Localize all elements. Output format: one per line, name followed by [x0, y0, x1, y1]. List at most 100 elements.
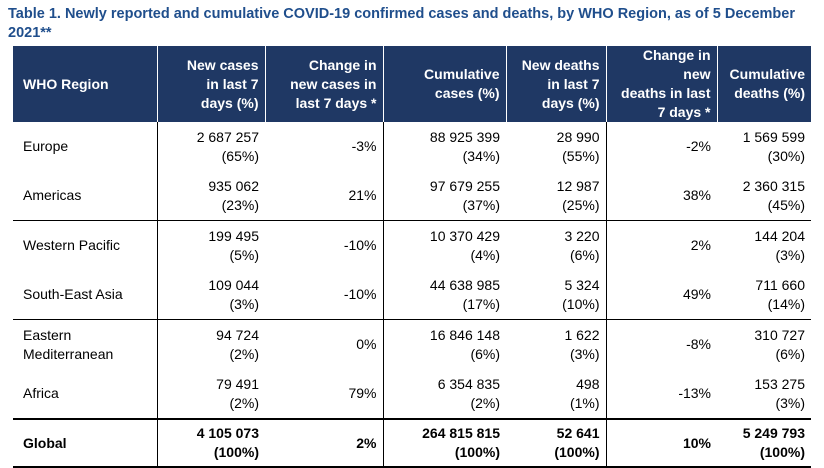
cell-line: Change in	[308, 56, 377, 73]
cell-line: 10 370 429	[429, 227, 500, 244]
cell-line: (5%)	[229, 246, 259, 263]
cell-change-new-deaths: 49%	[605, 270, 717, 320]
cell-line: (3%)	[569, 345, 600, 362]
cell-region: South-East Asia	[13, 270, 157, 320]
cell-cumulative-cases: 10 370 429 (4%)	[382, 220, 506, 270]
cell-region: Eastern Mediterranean	[13, 320, 157, 370]
cell-line: 109 044	[208, 276, 259, 293]
cell-line: Europe	[23, 138, 69, 154]
cell-line: Mediterranean	[23, 345, 114, 362]
cell-line: (65%)	[221, 147, 259, 164]
cell-line: 310 727	[754, 326, 805, 343]
header-change-new-cases: Change in new cases in last 7 days *	[264, 46, 383, 122]
cell-change-new-deaths: 38%	[605, 171, 717, 221]
cell-cumulative-cases: 97 679 255 (37%)	[382, 171, 506, 221]
cell-line: New deaths	[521, 56, 600, 73]
cell-line: Africa	[23, 385, 59, 401]
covid-table: WHO Region New cases in last 7 days (%) Chan…	[13, 46, 811, 468]
cell-cumulative-deaths: 1 569 599 (30%)	[717, 122, 811, 171]
table-row: Africa 79 491 (2%) 79% 6 354 835 (2%) 498 (1%) -…	[13, 369, 811, 420]
cell-line: (6%)	[470, 345, 500, 362]
cell-region: Americas	[13, 171, 157, 221]
table-row: South-East Asia 109 044 (3%) -10% 44 638 985…	[13, 270, 811, 320]
table-row: Western Pacific 199 495 (5%) -10% 10 370 429…	[13, 220, 811, 271]
cell-line: 12 987	[556, 177, 600, 194]
cell-cumulative-cases: 264 815 815 (100%)	[382, 418, 506, 468]
cell-line: 52 641	[556, 425, 600, 441]
table-row: Americas 935 062 (23%) 21% 97 679 255 (37%) 12…	[13, 171, 811, 221]
cell-line: 6 354 835	[437, 375, 500, 392]
cell-line: 44 638 985	[429, 276, 500, 293]
cell-line: 498	[576, 375, 600, 392]
cell-line: (100%)	[759, 444, 805, 460]
cell-cumulative-cases: 6 354 835 (2%)	[382, 369, 506, 420]
cell-region: Western Pacific	[13, 221, 157, 271]
cell-line: (3%)	[775, 394, 805, 411]
cell-line: 199 495	[208, 227, 259, 244]
cell-cumulative-deaths: 310 727 (6%)	[717, 320, 811, 370]
cell-change-new-deaths: -2%	[605, 122, 717, 171]
cell-line: (1%)	[569, 394, 600, 411]
cell-line: Change in new	[642, 47, 711, 82]
cell-line: deaths in last	[621, 85, 711, 101]
cell-change-new-cases: 0%	[356, 336, 377, 352]
cell-line: last 7 days *	[295, 94, 377, 111]
cell-cumulative-deaths: 5 249 793 (100%)	[717, 418, 811, 468]
header-change-new-deaths: Change in new deaths in last 7 days *	[605, 46, 717, 122]
cell-line: 16 846 148	[429, 326, 500, 343]
table-body: Europe 2 687 257 (65%) -3% 88 925 399 (34%) 28…	[13, 122, 811, 468]
cell-new-deaths: 3 220 (6%)	[506, 221, 606, 271]
cell-line: (17%)	[462, 295, 500, 312]
cell-line: (55%)	[562, 147, 600, 164]
cell-line: (37%)	[462, 196, 500, 213]
cell-line: New cases	[186, 56, 259, 73]
cell-line: 7 days *	[657, 104, 711, 120]
cell-cumulative-cases: 16 846 148 (6%)	[382, 319, 506, 369]
cell-line: new cases in	[290, 75, 377, 92]
cell-line: 2 360 315	[742, 177, 805, 194]
cell-change-new-cases: 21%	[265, 171, 383, 221]
cell-line: deaths (%)	[734, 85, 805, 101]
table-row: Europe 2 687 257 (65%) -3% 88 925 399 (34%) 28…	[13, 122, 811, 171]
cell-line: (30%)	[767, 147, 805, 164]
cell-cumulative-deaths: 144 204 (3%)	[717, 221, 811, 271]
cell-line: 264 815 815	[422, 425, 500, 441]
header-new-deaths: New deaths in last 7 days (%)	[505, 46, 606, 122]
cell-change-new-cases: 2%	[265, 418, 383, 468]
cell-new-cases: 109 044 (3%)	[156, 270, 265, 320]
cell-line: 153 275	[754, 375, 805, 392]
cell-change-new-deaths: 2%	[605, 220, 717, 270]
cell-line: (2%)	[229, 394, 259, 411]
cell-line: (3%)	[775, 246, 805, 263]
cell-change-new-deaths: -8%	[605, 319, 717, 369]
cell-line: 144 204	[754, 227, 805, 244]
cell-line: (6%)	[775, 345, 805, 362]
cell-new-deaths: 1 622 (3%)	[506, 320, 606, 370]
table-caption: Table 1. Newly reported and cumulative C…	[8, 6, 795, 41]
table-row: Eastern Mediterranean 94 724 (2%) 0% 16 846 1…	[13, 319, 811, 370]
cell-line: 5 324	[564, 276, 600, 293]
cell-new-cases: 199 495 (5%)	[156, 220, 265, 270]
cell-line: (6%)	[569, 246, 600, 263]
cell-line: (14%)	[767, 295, 805, 312]
cell-line: (23%)	[221, 196, 259, 213]
cell-line: Cumulative	[424, 66, 500, 82]
cell-change-new-deaths: -13%	[605, 369, 717, 420]
cell-line: (34%)	[462, 147, 500, 164]
cell-line: (45%)	[767, 196, 805, 213]
cell-line: (10%)	[562, 295, 600, 312]
cell-change-new-cases: -10%	[343, 237, 377, 253]
cell-line: 5 249 793	[742, 425, 805, 441]
cell-line: (100%)	[213, 444, 259, 460]
cell-change-new-cases: -3%	[351, 138, 377, 154]
cell-cumulative-cases: 88 925 399 (34%)	[382, 122, 506, 171]
cell-line: in last 7	[206, 75, 259, 92]
cell-region: Global	[13, 418, 157, 468]
cell-line: 4 105 073	[196, 425, 259, 441]
cell-line: Eastern	[23, 326, 72, 343]
cell-line: (2%)	[470, 394, 500, 411]
cell-change-new-deaths: 10%	[605, 418, 717, 468]
cell-line: Americas	[23, 187, 82, 203]
cell-change-new-cases: 79%	[265, 369, 383, 420]
cell-line: 935 062	[208, 177, 259, 194]
